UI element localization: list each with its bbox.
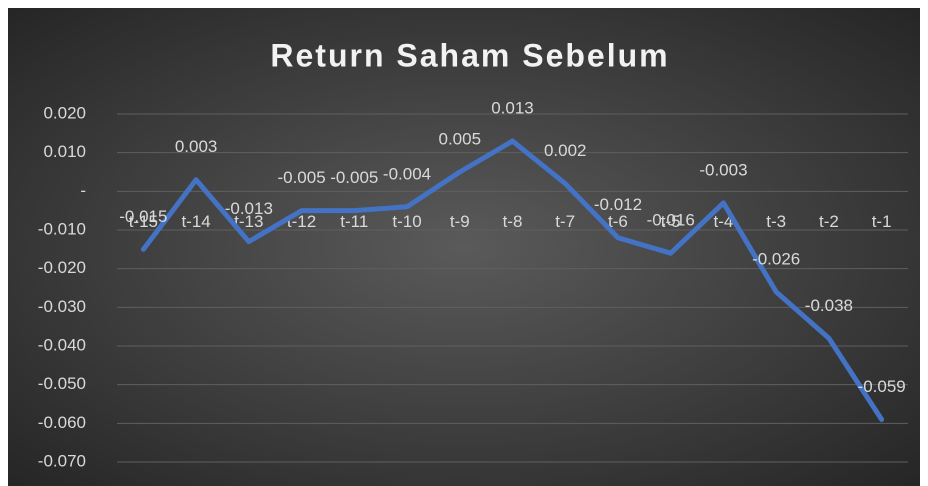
data-label: 0.013 bbox=[491, 99, 534, 118]
y-tick-label: - bbox=[80, 181, 86, 200]
y-tick-label: -0.060 bbox=[38, 413, 86, 432]
y-tick-label: -0.030 bbox=[38, 297, 86, 316]
chart-title: Return Saham Sebelum bbox=[270, 37, 669, 73]
data-label: -0.016 bbox=[647, 211, 695, 230]
data-label: -0.003 bbox=[699, 160, 747, 179]
x-tick-label: t-2 bbox=[819, 212, 839, 231]
x-tick-label: t-4 bbox=[714, 212, 734, 231]
data-label: -0.026 bbox=[752, 249, 800, 268]
x-tick-label: t-1 bbox=[872, 212, 892, 231]
data-label: -0.005 bbox=[330, 168, 378, 187]
y-tick-label: -0.020 bbox=[38, 258, 86, 277]
x-tick-label: t-15 bbox=[129, 212, 158, 231]
x-tick-label: t-14 bbox=[181, 212, 210, 231]
data-label: -0.004 bbox=[383, 164, 431, 183]
x-tick-label: t-7 bbox=[555, 212, 575, 231]
data-line bbox=[140, 138, 885, 422]
x-tick-label: t-6 bbox=[608, 212, 628, 231]
y-tick-label: 0.020 bbox=[43, 103, 86, 122]
x-tick-label: t-3 bbox=[766, 212, 786, 231]
data-label: -0.013 bbox=[225, 199, 273, 218]
data-label: 0.005 bbox=[438, 129, 481, 148]
data-label: -0.012 bbox=[594, 195, 642, 214]
y-tick-label: -0.050 bbox=[38, 374, 86, 393]
data-label: -0.038 bbox=[805, 296, 853, 315]
y-tick-label: -0.010 bbox=[38, 219, 86, 238]
data-label: 0.002 bbox=[544, 141, 587, 160]
chart-background bbox=[8, 8, 920, 486]
data-label: -0.015 bbox=[119, 207, 167, 226]
y-tick-label: -0.040 bbox=[38, 335, 86, 354]
y-tick-label: 0.010 bbox=[43, 142, 86, 161]
x-tick-label: t-5 bbox=[661, 212, 681, 231]
y-tick-label: -0.070 bbox=[38, 451, 86, 470]
x-tick-label: t-10 bbox=[392, 212, 421, 231]
x-tick-label: t-8 bbox=[503, 212, 523, 231]
data-label: 0.003 bbox=[175, 137, 218, 156]
x-tick-label: t-11 bbox=[340, 212, 368, 231]
data-label: -0.005 bbox=[277, 168, 325, 187]
data-label: -0.059 bbox=[858, 377, 906, 396]
x-tick-label: t-13 bbox=[234, 212, 263, 231]
x-tick-label: t-9 bbox=[450, 212, 470, 231]
